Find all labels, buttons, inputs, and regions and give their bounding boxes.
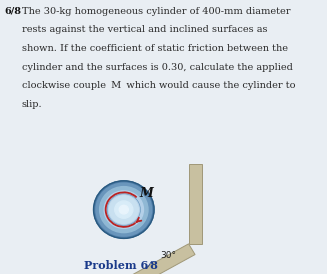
Text: M: M: [139, 187, 153, 200]
Circle shape: [115, 201, 133, 218]
Bar: [189, 164, 201, 244]
Polygon shape: [64, 244, 195, 274]
Circle shape: [119, 205, 128, 214]
Text: 6/8: 6/8: [4, 7, 21, 16]
Circle shape: [104, 191, 144, 228]
Text: Problem 6⁄8: Problem 6⁄8: [84, 260, 158, 271]
Text: slip.: slip.: [22, 100, 42, 109]
Circle shape: [96, 183, 152, 236]
Circle shape: [109, 196, 138, 223]
Text: 30°: 30°: [161, 251, 177, 260]
Text: The 30-kg homogeneous cylinder of 400-mm diameter: The 30-kg homogeneous cylinder of 400-mm…: [22, 7, 290, 16]
Text: rests against the vertical and inclined surfaces as: rests against the vertical and inclined …: [22, 25, 267, 35]
Circle shape: [100, 187, 148, 233]
Circle shape: [94, 181, 154, 238]
Text: clockwise couple  M  which would cause the cylinder to: clockwise couple M which would cause the…: [22, 81, 295, 90]
Text: cylinder and the surfaces is 0.30, calculate the applied: cylinder and the surfaces is 0.30, calcu…: [22, 63, 292, 72]
Text: shown. If the coefficient of static friction between the: shown. If the coefficient of static fric…: [22, 44, 287, 53]
